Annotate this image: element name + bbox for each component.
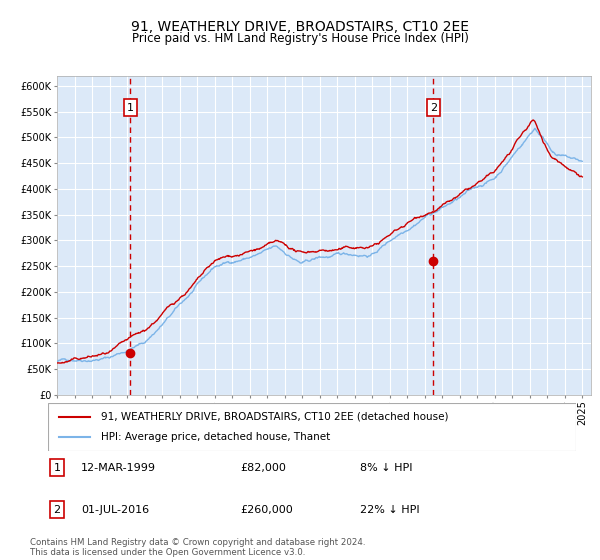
Text: Price paid vs. HM Land Registry's House Price Index (HPI): Price paid vs. HM Land Registry's House … <box>131 32 469 45</box>
Text: Contains HM Land Registry data © Crown copyright and database right 2024.
This d: Contains HM Land Registry data © Crown c… <box>30 538 365 557</box>
Text: 1: 1 <box>53 463 61 473</box>
Text: 91, WEATHERLY DRIVE, BROADSTAIRS, CT10 2EE: 91, WEATHERLY DRIVE, BROADSTAIRS, CT10 2… <box>131 20 469 34</box>
Text: 2: 2 <box>53 505 61 515</box>
Text: 01-JUL-2016: 01-JUL-2016 <box>81 505 149 515</box>
Text: 2: 2 <box>430 102 437 113</box>
Text: £260,000: £260,000 <box>240 505 293 515</box>
Text: 91, WEATHERLY DRIVE, BROADSTAIRS, CT10 2EE (detached house): 91, WEATHERLY DRIVE, BROADSTAIRS, CT10 2… <box>101 412 448 422</box>
Text: HPI: Average price, detached house, Thanet: HPI: Average price, detached house, Than… <box>101 432 330 442</box>
Text: 1: 1 <box>127 102 134 113</box>
Text: 12-MAR-1999: 12-MAR-1999 <box>81 463 156 473</box>
Text: 8% ↓ HPI: 8% ↓ HPI <box>360 463 413 473</box>
FancyBboxPatch shape <box>48 403 576 451</box>
Text: £82,000: £82,000 <box>240 463 286 473</box>
Text: 22% ↓ HPI: 22% ↓ HPI <box>360 505 419 515</box>
